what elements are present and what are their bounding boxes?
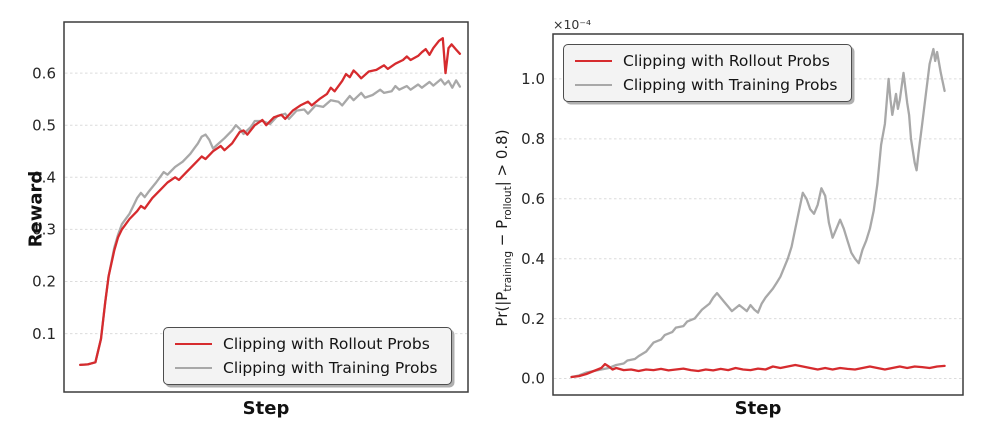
legend-label-training: Clipping with Training Probs [223,359,438,377]
rollout-line-swatch [575,60,612,62]
y-tick-label: 1.0 [521,70,545,88]
series-line [570,362,946,379]
left-x-axis-label: Step [242,398,290,419]
rollout-line-swatch [175,343,212,345]
legend-label-rollout: Clipping with Rollout Probs [223,335,430,353]
training-line-swatch [575,84,612,86]
left-legend: Clipping with Rollout Probs Clipping wit… [163,327,453,385]
y-tick-label: 0.3 [32,221,56,239]
legend-row-training: Clipping with Training Probs [575,76,837,94]
ylabel-part: | > 0.8) [493,129,511,187]
y-tick-label: 0.4 [521,250,545,268]
training-line-swatch [175,367,212,369]
plot-frame [63,21,469,393]
ylabel-part: − P [493,219,511,251]
y-tick-label: 0.0 [521,370,545,388]
right-legend: Clipping with Rollout Probs Clipping wit… [563,44,853,102]
probability-chart-plot: 0.0 0.2 0.4 0.6 0.8 1.0 [521,33,964,396]
legend-label-rollout: Clipping with Rollout Probs [623,52,830,70]
y-tick-label: 0.4 [32,169,56,187]
y-tick-label: 0.2 [521,310,545,328]
legend-row-rollout: Clipping with Rollout Probs [575,52,837,70]
y-tick-label: 0.6 [32,64,56,82]
y-tick-label: 0.5 [32,116,56,134]
ylabel-subscript-rollout: rollout [502,186,514,220]
legend-row-rollout: Clipping with Rollout Probs [175,335,437,353]
y-tick-label: 0.8 [521,130,545,148]
reward-chart-plot: 0.1 0.2 0.3 0.4 0.5 0.6 [32,21,469,393]
series-line [79,37,462,367]
ylabel-subscript-training: training [502,250,514,292]
y-axis-offset-text: ×10⁻⁴ [553,17,591,32]
y-tick-label: 0.1 [32,325,56,343]
series-line [570,47,946,379]
y-tick-label: 0.6 [521,190,545,208]
right-y-axis-label: Pr(|Ptraining − Prollout| > 0.8) [493,129,514,327]
reward-chart-panel: 0.1 0.2 0.3 0.4 0.5 0.6 Reward Step Clipping … [25,21,469,419]
ylabel-part: Pr(|P [493,291,511,327]
y-tick-label: 0.2 [32,273,56,291]
legend-row-training: Clipping with Training Probs [175,359,437,377]
plot-frame [552,33,964,396]
legend-label-training: Clipping with Training Probs [623,76,838,94]
probability-chart-panel: 0.0 0.2 0.4 0.6 0.8 1.0 ×10⁻⁴ Step Clipping w… [500,0,1000,436]
right-x-axis-label: Step [734,398,782,419]
series-line [79,78,462,367]
left-y-axis-label: Reward [25,170,47,248]
